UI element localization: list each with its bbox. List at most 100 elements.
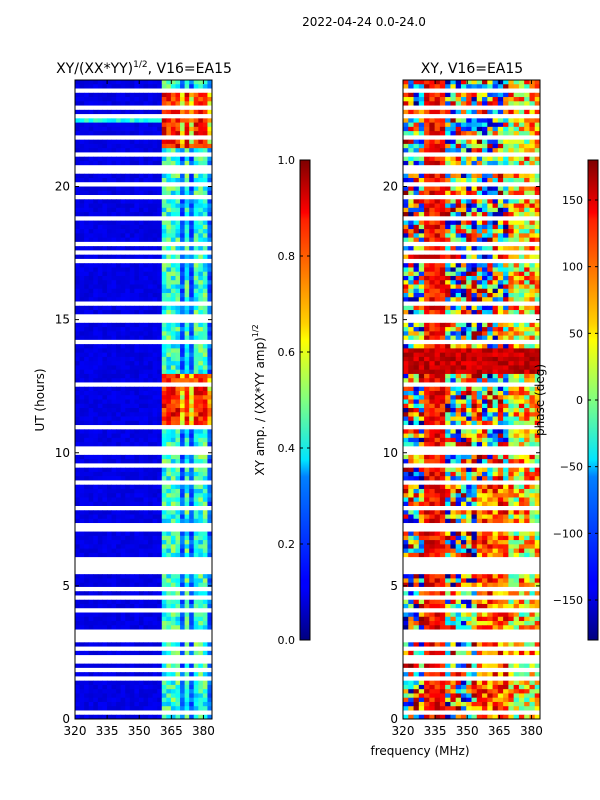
heatmap-cell (143, 476, 149, 481)
heatmap-cell (170, 361, 176, 366)
heatmap-cell (97, 442, 103, 447)
heatmap-cell (429, 271, 436, 277)
heatmap-gap-row (75, 165, 212, 170)
heatmap-cell (106, 160, 112, 166)
heatmap-row (75, 305, 213, 311)
heatmap-cell (492, 220, 499, 226)
heatmap-cell (106, 361, 112, 366)
heatmap-cell (120, 254, 126, 260)
heatmap-cell (202, 693, 208, 699)
heatmap-cell (429, 335, 436, 341)
heatmap-cell (97, 305, 103, 311)
heatmap-cell (120, 706, 126, 711)
heatmap-cell (466, 280, 472, 285)
heatmap-cell (111, 148, 117, 153)
heatmap-cell (524, 207, 530, 213)
heatmap-cell (445, 246, 451, 251)
heatmap-cell (157, 689, 163, 694)
heatmap-cell (455, 190, 462, 196)
heatmap-cell (170, 514, 176, 520)
heatmap-cell (84, 344, 90, 349)
heatmap-cell (524, 378, 530, 383)
heatmap-cell (79, 177, 85, 183)
heatmap-cell (471, 327, 478, 332)
heatmap-cell (202, 714, 208, 720)
heatmap-cell (198, 488, 204, 494)
heatmap-cell (75, 139, 80, 145)
heatmap-cell (524, 224, 530, 230)
heatmap-cell (143, 484, 149, 490)
heatmap-cell (152, 293, 158, 298)
heatmap-cell (445, 229, 451, 234)
heatmap-gap-row (403, 258, 540, 264)
heatmap-cell (445, 395, 451, 400)
heatmap-cell (471, 280, 478, 285)
heatmap-cell (84, 365, 90, 371)
heatmap-cell (429, 84, 436, 89)
heatmap-cell (84, 442, 90, 447)
heatmap-cell (102, 92, 108, 98)
heatmap-cell (180, 467, 185, 473)
heatmap-cell (450, 92, 457, 98)
heatmap-cell (529, 386, 536, 392)
heatmap-cell (476, 310, 483, 315)
heatmap-cell (207, 288, 213, 294)
heatmap-cell (134, 714, 140, 720)
heatmap-cell (152, 616, 158, 622)
heatmap-cell (88, 518, 94, 524)
heatmap-cell (508, 186, 515, 192)
heatmap-cell (455, 331, 462, 336)
heatmap-cell (88, 280, 94, 285)
heatmap-cell (79, 476, 85, 481)
heatmap-cell (170, 395, 176, 400)
heatmap-cell (508, 160, 515, 166)
heatmap-cell (125, 697, 131, 703)
heatmap-cell (513, 207, 520, 213)
heatmap-cell (189, 429, 195, 434)
heatmap-cell (93, 335, 99, 341)
heatmap-row (75, 493, 213, 498)
heatmap-cell (198, 467, 204, 473)
heatmap-cell (134, 591, 140, 596)
heatmap-cell (111, 224, 117, 230)
heatmap-cell (111, 284, 117, 290)
heatmap-cell (193, 403, 199, 409)
heatmap-gap-row (75, 595, 212, 601)
heatmap-cell (116, 395, 122, 400)
heatmap-cell (429, 352, 436, 358)
heatmap-cell (408, 344, 414, 349)
heatmap-cell (207, 97, 213, 102)
heatmap-cell (413, 348, 420, 354)
heatmap-cell (125, 237, 131, 243)
heatmap-cell (111, 599, 117, 605)
heatmap-cell (450, 224, 457, 230)
heatmap-cell (492, 224, 499, 230)
heatmap-cell (88, 650, 94, 656)
heatmap-cell (166, 484, 172, 490)
heatmap-cell (166, 373, 172, 379)
heatmap-row (75, 437, 213, 443)
heatmap-cell (111, 697, 117, 703)
heatmap-cell (503, 356, 509, 362)
heatmap-cell (175, 403, 181, 409)
heatmap-cell (450, 220, 457, 226)
heatmap-row (75, 148, 213, 153)
heatmap-cell (125, 263, 131, 268)
heatmap-cell (138, 263, 144, 268)
heatmap-cell (138, 80, 144, 85)
heatmap-cell (143, 122, 149, 128)
heatmap-cell (152, 412, 158, 417)
heatmap-cell (403, 280, 409, 285)
heatmap-cell (116, 429, 122, 434)
heatmap-cell (79, 408, 85, 413)
heatmap-cell (180, 416, 185, 422)
heatmap-cell (129, 160, 135, 166)
heatmap-cell (152, 139, 158, 145)
heatmap-cell (198, 420, 204, 426)
heatmap-cell (120, 621, 126, 626)
heatmap-cell (111, 275, 117, 281)
heatmap-cell (424, 356, 430, 362)
heatmap-cell (79, 497, 85, 503)
heatmap-cell (166, 109, 172, 115)
heatmap-gap-row (75, 638, 212, 643)
